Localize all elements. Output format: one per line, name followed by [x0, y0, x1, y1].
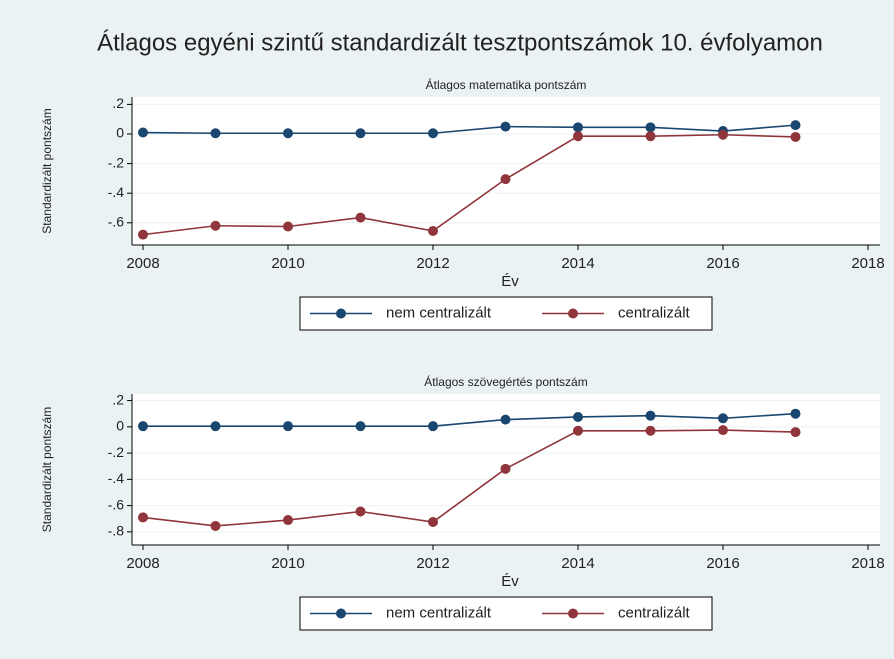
point: [428, 128, 438, 139]
main-title: Átlagos egyéni szintű standardizált tesz…: [97, 29, 823, 56]
x-tick-label: 2018: [851, 555, 884, 572]
legend-label: centralizált: [618, 304, 691, 321]
x-tick-label: 2016: [706, 555, 739, 572]
point: [283, 421, 293, 432]
point: [428, 421, 438, 432]
x-tick-label: 2008: [126, 255, 159, 272]
point: [500, 121, 511, 132]
point: [645, 122, 656, 133]
point: [573, 425, 583, 436]
point: [210, 520, 221, 531]
y-tick-label: 0: [116, 125, 124, 141]
point: [718, 425, 728, 436]
point: [645, 410, 656, 421]
chart-title: Átlagos matematika pontszám: [426, 77, 587, 92]
point: [428, 517, 438, 528]
point: [138, 229, 148, 240]
chart-title: Átlagos szövegértés pontszám: [424, 374, 587, 389]
point: [573, 122, 583, 133]
x-tick-label: 2018: [851, 255, 884, 272]
y-tick-label: -.4: [108, 470, 125, 486]
y-tick-label: -.6: [108, 496, 125, 512]
legend-label: nem centralizált: [386, 604, 492, 621]
legend-label: nem centralizált: [386, 304, 492, 321]
legend-marker: [336, 308, 346, 319]
point: [283, 515, 293, 526]
legend-marker: [568, 308, 578, 319]
point: [500, 414, 511, 425]
y-tick-label: .2: [112, 391, 124, 407]
point: [790, 131, 801, 142]
point: [283, 128, 293, 139]
legend-marker: [568, 608, 578, 619]
point: [428, 225, 438, 236]
legend-marker: [336, 608, 346, 619]
point: [355, 421, 366, 432]
point: [283, 221, 293, 232]
point: [500, 174, 511, 185]
y-axis-label: Standardizált pontszám: [40, 108, 54, 233]
x-tick-label: 2010: [271, 255, 304, 272]
x-tick-label: 2016: [706, 255, 739, 272]
point: [138, 421, 148, 432]
point: [355, 506, 366, 517]
point: [645, 425, 656, 436]
point: [718, 413, 728, 424]
point: [138, 127, 148, 138]
y-tick-label: .2: [112, 95, 124, 111]
x-tick-label: 2010: [271, 555, 304, 572]
point: [573, 131, 583, 142]
point: [718, 129, 728, 140]
series-line: [142, 429, 796, 527]
x-tick-label: 2008: [126, 555, 159, 572]
series-line: [142, 133, 796, 236]
x-tick-label: 2014: [561, 555, 594, 572]
y-tick-label: 0: [116, 418, 124, 434]
point: [645, 131, 656, 142]
point: [500, 463, 511, 474]
series-line: [143, 412, 796, 427]
x-tick-label: 2012: [416, 555, 449, 572]
point: [210, 128, 221, 139]
point: [573, 411, 583, 422]
point: [210, 421, 221, 432]
point: [355, 212, 366, 223]
x-axis-label: Év: [501, 573, 519, 590]
legend-label: centralizált: [618, 604, 691, 621]
y-axis-label: Standardizált pontszám: [40, 407, 54, 532]
x-tick-label: 2012: [416, 255, 449, 272]
point: [210, 220, 221, 231]
y-tick-label: -.2: [108, 444, 125, 460]
point: [790, 408, 801, 419]
y-tick-label: -.8: [108, 523, 125, 539]
y-tick-label: -.6: [108, 214, 125, 230]
x-tick-label: 2014: [561, 255, 594, 272]
point: [355, 128, 366, 139]
y-tick-label: -.2: [108, 154, 125, 170]
y-tick-label: -.4: [108, 184, 125, 200]
series-line: [142, 124, 796, 135]
point: [138, 512, 148, 523]
point: [790, 120, 801, 131]
x-axis-label: Év: [501, 273, 519, 290]
point: [790, 427, 801, 438]
